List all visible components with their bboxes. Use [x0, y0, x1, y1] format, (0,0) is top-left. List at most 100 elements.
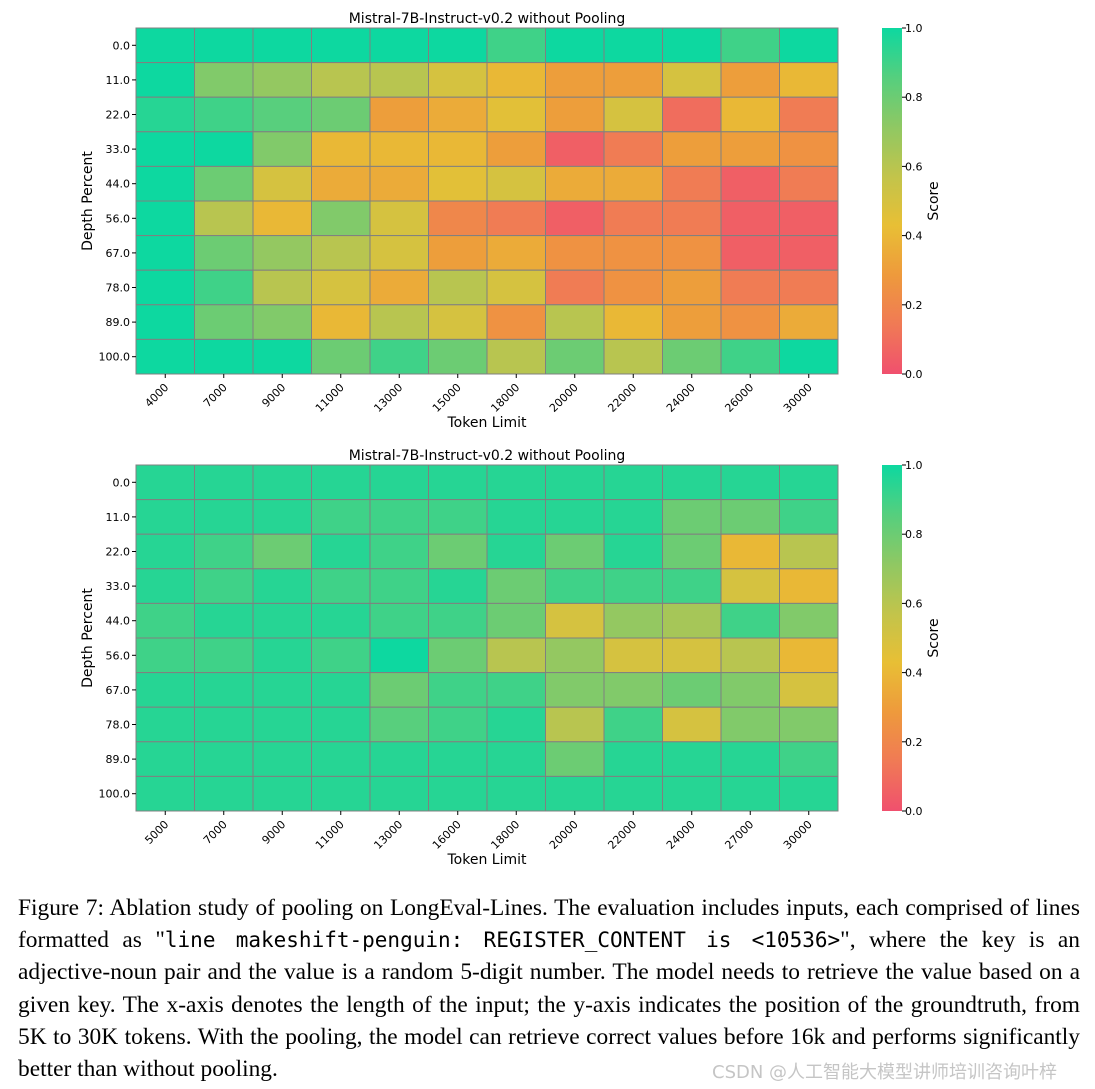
y-tick-label: 44.0 — [106, 615, 131, 628]
heatmap-cell — [135, 27, 195, 64]
heatmap-cell — [428, 602, 488, 639]
heatmap-cell — [779, 672, 839, 708]
colorbar-tick-label: 1.0 — [905, 22, 923, 35]
heatmap-cell — [369, 165, 429, 202]
heatmap-cell — [662, 235, 722, 271]
heatmap-cell — [428, 672, 488, 708]
heatmap-cell — [428, 568, 488, 604]
heatmap-cell — [428, 96, 488, 133]
heatmap-cell — [252, 568, 312, 604]
heatmap-panel-2: Mistral-7B-Instruct-v0.2 without Pooling… — [80, 448, 942, 868]
heatmap-cell — [779, 533, 839, 570]
heatmap-cell — [486, 200, 546, 237]
heatmap-cell — [779, 706, 839, 743]
heatmap-cell — [662, 637, 722, 674]
heatmap-cell — [311, 602, 371, 639]
heatmap-cell — [545, 27, 605, 64]
heatmap-cell — [486, 96, 546, 133]
heatmap-cell — [369, 62, 429, 98]
heatmap-cell — [135, 165, 195, 202]
heatmap-cell — [311, 338, 371, 375]
y-tick-label: 100.0 — [99, 351, 131, 364]
heatmap-cell — [252, 706, 312, 743]
heatmap-cell — [603, 602, 663, 639]
heatmap-cell — [662, 131, 722, 167]
heatmap-cell — [720, 464, 780, 501]
heatmap-cell — [603, 27, 663, 64]
x-tick-label: 18000 — [488, 818, 522, 852]
heatmap-cell — [603, 269, 663, 306]
heatmap-cell — [720, 706, 780, 743]
heatmap-cell — [545, 200, 605, 237]
x-axis-label: Token Limit — [447, 852, 528, 868]
heatmap-cell — [545, 775, 605, 812]
x-tick-label: 20000 — [547, 381, 581, 415]
heatmap-cell — [311, 533, 371, 570]
colorbar-tick-label: 0.6 — [905, 597, 923, 610]
heatmap-cell — [428, 533, 488, 570]
heatmap-cell — [486, 27, 546, 64]
heatmap-cell — [779, 568, 839, 604]
heatmap-cell — [311, 235, 371, 271]
heatmap-cell — [194, 304, 254, 340]
colorbar-tick-label: 0.6 — [905, 160, 923, 173]
heatmap-cell — [603, 637, 663, 674]
heatmap-cell — [194, 568, 254, 604]
heatmap-cell — [252, 200, 312, 237]
heatmap-cell — [194, 269, 254, 306]
heatmap-cell — [369, 533, 429, 570]
heatmap-cell — [545, 741, 605, 777]
heatmap-cell — [486, 338, 546, 375]
heatmap-cell — [194, 499, 254, 535]
heatmap-cell — [252, 338, 312, 375]
heatmap-cell — [545, 499, 605, 535]
y-tick-label: 56.0 — [106, 649, 131, 662]
heatmap-cell — [662, 775, 722, 812]
heatmap-cell — [311, 741, 371, 777]
heatmap-cell — [486, 706, 546, 743]
heatmap-cell — [369, 775, 429, 812]
heatmap-cell — [369, 131, 429, 167]
heatmap-cell — [545, 568, 605, 604]
heatmap-cell — [369, 96, 429, 133]
y-tick-label: 56.0 — [106, 212, 131, 225]
heatmap-cell — [603, 338, 663, 375]
chart-title: Mistral-7B-Instruct-v0.2 without Pooling — [349, 448, 626, 464]
heatmap-cell — [720, 602, 780, 639]
colorbar-tick-label: 0.2 — [905, 299, 923, 312]
heatmap-cell — [369, 338, 429, 375]
heatmap-cell — [194, 62, 254, 98]
heatmap-cell — [311, 464, 371, 501]
heatmap-cell — [486, 533, 546, 570]
heatmap-cell — [662, 533, 722, 570]
heatmap-cell — [662, 602, 722, 639]
heatmap-cell — [779, 741, 839, 777]
heatmap-cell — [720, 235, 780, 271]
heatmap-cell — [486, 637, 546, 674]
x-tick-label: 5000 — [142, 818, 171, 847]
colorbar-tick-label: 0.4 — [905, 667, 923, 680]
watermark: CSDN @人工智能大模型讲师培训咨询叶梓 — [712, 1062, 1058, 1083]
heatmap-cell — [545, 62, 605, 98]
heatmap-cell — [486, 672, 546, 708]
y-tick-label: 22.0 — [106, 546, 131, 559]
heatmap-cell — [252, 269, 312, 306]
heatmap-cell — [545, 602, 605, 639]
heatmap-cell — [603, 131, 663, 167]
heatmap-cell — [194, 200, 254, 237]
colorbar-tick-label: 0.8 — [905, 91, 923, 104]
heatmap-cell — [135, 533, 195, 570]
caption-text-1: Figure 7: Ablation study of pooling on L… — [18, 895, 1080, 954]
heatmap-cell — [135, 499, 195, 535]
heatmap-cell — [311, 568, 371, 604]
heatmap-cell — [135, 235, 195, 271]
heatmap-cell — [311, 637, 371, 674]
heatmap-cell — [194, 672, 254, 708]
x-tick-label: 20000 — [547, 818, 581, 852]
heatmap-cell — [662, 27, 722, 64]
heatmap-cell — [428, 637, 488, 674]
x-tick-label: 15000 — [430, 381, 464, 415]
heatmap-panel-1: Mistral-7B-Instruct-v0.2 without Pooling… — [80, 11, 942, 431]
heatmap-cell — [194, 464, 254, 501]
heatmap-cell — [428, 464, 488, 501]
